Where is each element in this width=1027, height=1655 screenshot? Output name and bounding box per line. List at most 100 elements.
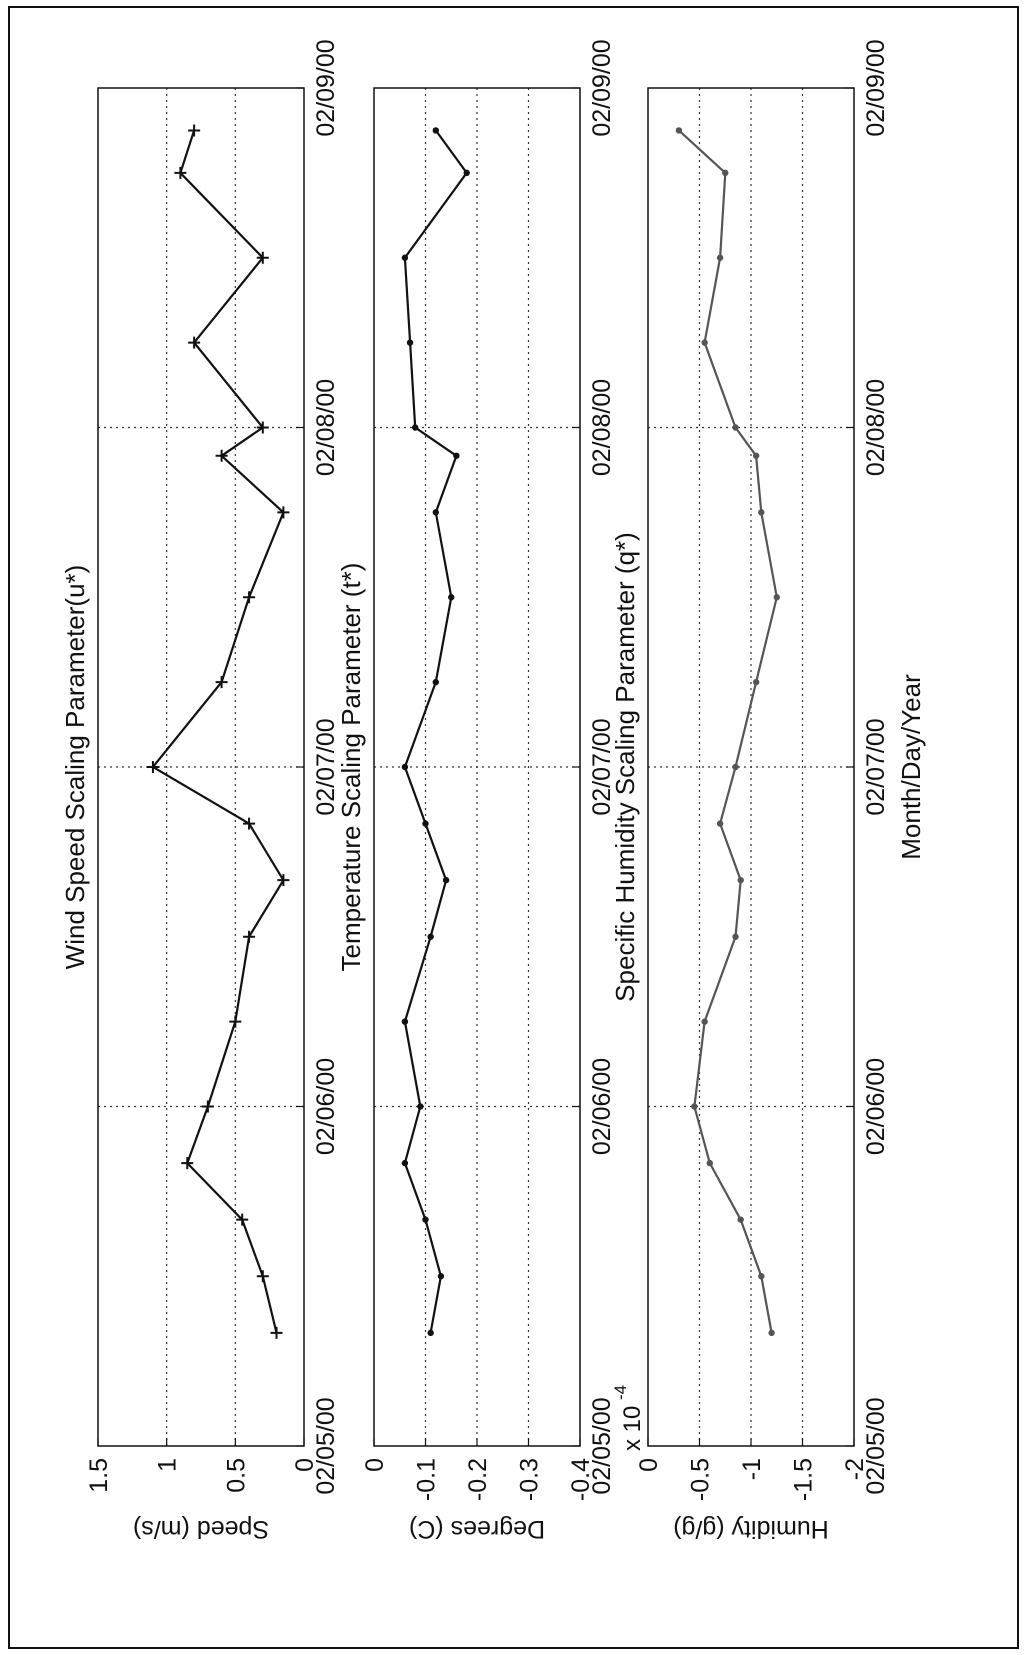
y-tick-label: -2 — [841, 1458, 869, 1480]
series-1-point — [437, 1273, 445, 1280]
series-1-point — [422, 820, 429, 827]
x-axis-label: Month/Day/Year — [896, 674, 926, 860]
series-1-point — [243, 591, 256, 604]
series-1-point — [701, 1018, 708, 1025]
series-1-point — [768, 1329, 775, 1337]
x-tick-label: 02/08/00 — [862, 379, 890, 476]
series-1-point — [691, 1103, 698, 1110]
x-tick-label: 02/08/00 — [588, 379, 616, 476]
series-1-point — [188, 336, 201, 349]
y-tick-label: -0.4 — [567, 1458, 595, 1501]
series-1-point — [701, 339, 708, 346]
series-1-point — [236, 1213, 249, 1226]
series-1-point — [256, 251, 269, 264]
series-1-point — [432, 509, 439, 516]
y-tick-label: 0 — [635, 1458, 663, 1472]
series-1-point — [215, 676, 228, 689]
y-tick-label: -0.5 — [687, 1458, 715, 1501]
series-1-point — [401, 1018, 409, 1025]
series-1-point — [181, 1157, 194, 1170]
series-1-point — [442, 876, 450, 884]
chart-title: Temperature Scaling Parameter (t*) — [336, 563, 366, 972]
series-1-point — [737, 1216, 744, 1223]
y-tick-label: -1.5 — [790, 1458, 818, 1501]
y-tick-label: -0.2 — [464, 1458, 492, 1501]
series-1-point — [422, 1216, 429, 1223]
y-tick-label: 0 — [291, 1458, 319, 1472]
series-1-point — [732, 933, 739, 940]
series-1-line — [678, 129, 778, 1333]
series-1-point — [463, 169, 470, 177]
panel-3: 0 -0.5 -1 -1.5 -202/05/00 02/06/00 02/07/00 02/… — [610, 39, 926, 1543]
series-1-point — [243, 817, 256, 830]
x-tick-label: 02/06/00 — [588, 1058, 616, 1155]
series-1-point — [432, 678, 439, 686]
x-tick-label: 02/05/00 — [588, 1397, 616, 1494]
y-tick-label: 1 — [154, 1458, 182, 1472]
series-1-point — [758, 509, 765, 516]
series-1-point — [174, 166, 187, 179]
series-1-point — [270, 1326, 283, 1339]
series-1-line — [403, 129, 469, 1333]
y-axis-label: Speed (m/s) — [133, 1515, 269, 1543]
panel-2: 0 -0.1 -0.2 -0.3 -0.402/05/00 02/06/00 02/07/0… — [336, 39, 616, 1543]
series-1-point — [427, 1329, 434, 1337]
series-1-point — [752, 678, 760, 686]
x-tick-label: 02/08/00 — [312, 379, 340, 476]
y-exponent-power: -4 — [611, 1385, 630, 1400]
series-1-point — [716, 254, 724, 261]
x-tick-label: 02/09/00 — [312, 39, 340, 136]
x-tick-label: 02/06/00 — [312, 1058, 340, 1155]
figure-rotated-group: 0 0.5 1 1.5 02/05/00 02/06/00 02/07/00 02/08/00… — [60, 39, 926, 1543]
series-1-point — [146, 761, 159, 773]
y-tick-label: -1 — [738, 1458, 766, 1480]
x-tick-label: 02/09/00 — [588, 39, 616, 136]
series-1-point — [256, 421, 269, 434]
y-tick-label: -0.1 — [413, 1458, 441, 1501]
series-1-point — [448, 594, 455, 601]
series-1-point — [256, 1270, 269, 1283]
series-1-point — [277, 874, 290, 887]
y-axis-label: Humidity (g/g) — [673, 1515, 829, 1543]
series-1-point — [188, 124, 201, 137]
panel-1: 0 0.5 1 1.5 02/05/00 02/06/00 02/07/00 02/08/00… — [60, 39, 340, 1543]
series-1-point — [706, 1159, 713, 1167]
chart-title: Specific Humidity Scaling Parameter (q*) — [610, 532, 640, 1002]
x-tick-label: 02/05/00 — [312, 1397, 340, 1494]
series-1-point — [215, 449, 228, 462]
y-exponent-label: x 10 — [619, 1406, 646, 1451]
x-tick-label: 02/09/00 — [862, 39, 890, 136]
series-1-point — [737, 876, 744, 884]
series-1-point — [716, 820, 724, 827]
series-1-point — [412, 424, 419, 431]
series-1-point — [417, 1103, 424, 1110]
series-1-point — [406, 339, 414, 346]
series-1-point — [453, 452, 460, 459]
x-tick-label: 02/06/00 — [862, 1058, 890, 1155]
x-tick-label: 02/07/00 — [588, 718, 616, 815]
series-1-point — [401, 1159, 409, 1167]
series-1-point — [201, 1100, 214, 1113]
series-1-point — [732, 763, 739, 771]
y-tick-label: -0.3 — [516, 1458, 544, 1501]
series-1-point — [243, 930, 256, 943]
series-1-point — [401, 763, 409, 771]
series-1-point — [432, 127, 439, 134]
figure-frame: 0 0.5 1 1.5 02/05/00 02/06/00 02/07/00 02/08/00… — [8, 6, 1019, 1649]
y-tick-label: 1.5 — [85, 1458, 113, 1493]
figure-canvas: 0 0.5 1 1.5 02/05/00 02/06/00 02/07/00 02/08/00… — [60, 39, 926, 1543]
series-1-point — [277, 506, 290, 519]
x-tick-label: 02/07/00 — [862, 718, 890, 815]
series-1-point — [722, 169, 729, 177]
series-1-point — [732, 424, 739, 431]
y-tick-label: 0 — [361, 1458, 389, 1472]
series-1-point — [675, 127, 683, 134]
series-1-point — [758, 1273, 765, 1280]
x-tick-label: 02/07/00 — [312, 718, 340, 815]
y-tick-label: 0.5 — [222, 1458, 250, 1493]
chart-title: Wind Speed Scaling Parameter(u*) — [60, 565, 90, 970]
series-1-point — [401, 254, 409, 261]
series-1-point — [773, 594, 780, 601]
series-1-point — [229, 1015, 242, 1028]
y-axis-label: Degrees (C) — [409, 1515, 545, 1543]
